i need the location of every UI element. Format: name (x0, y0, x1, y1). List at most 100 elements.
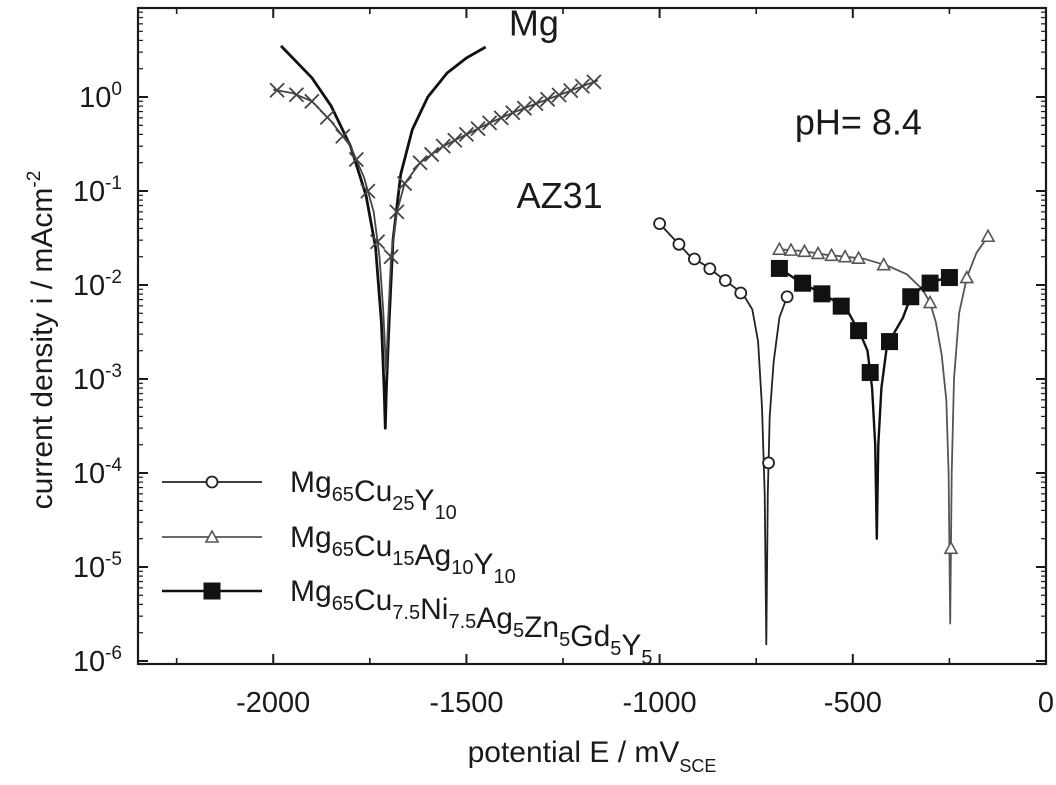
x-axis-title: potential E / mVSCE (468, 736, 717, 776)
data-point-az31 (493, 110, 509, 126)
x-marker-stroke (269, 82, 285, 98)
x-marker-stroke (493, 110, 509, 126)
legend-item-mg65cu25y10: Mg65Cu25Y10 (162, 466, 457, 524)
data-point-mg65cu15ag10y10 (797, 243, 812, 258)
x-marker-stroke (551, 87, 567, 103)
data-point-mg65cu25y10 (734, 286, 748, 300)
x-marker-stroke (505, 105, 521, 121)
y-tick-label: 10-1 (73, 173, 122, 208)
data-point-mg65cu15ag10y10 (959, 269, 975, 284)
annotation-ph: pH= 8.4 (795, 101, 922, 142)
data-point-az31 (539, 91, 556, 107)
x-marker-stroke (348, 151, 364, 168)
series-line-mg65cu15ag10y10 (779, 235, 989, 625)
data-point-az31 (481, 115, 498, 131)
data-point-az31 (563, 83, 579, 99)
x-axis: -2000 -1500 -1000 -500 0 (175, 8, 1054, 719)
annotation-mg: Mg (509, 3, 559, 44)
data-point-az31 (424, 146, 440, 163)
x-marker-stroke (369, 234, 386, 250)
x-marker-stroke (288, 87, 305, 103)
x-marker-stroke (304, 93, 320, 109)
series-mg65cu25y10 (653, 217, 794, 646)
data-point-az31 (288, 87, 305, 103)
x-marker-stroke (383, 249, 399, 265)
data-point-mg65cu15ag10y10 (837, 249, 853, 263)
x-marker-stroke (586, 74, 602, 90)
data-point-mg65cu15ag10y10 (810, 245, 826, 260)
data-point-mg65cu15ag10y10 (824, 247, 839, 262)
x-marker-stroke (528, 95, 544, 112)
x-marker-stroke (319, 109, 335, 126)
series-mg65cu15ag10y10 (772, 228, 996, 625)
data-point-az31 (528, 95, 544, 112)
data-point-az31 (389, 204, 405, 220)
x-marker-stroke (563, 83, 579, 99)
y-tick-label: 10-3 (73, 361, 122, 396)
x-marker-stroke (424, 146, 440, 163)
data-point-mg65cu75ni75ag5zn5gd5y5 (940, 269, 958, 287)
data-point-mg65cu25y10 (703, 262, 717, 276)
plot-border (136, 6, 1048, 666)
data-point-az31 (396, 175, 413, 192)
data-point-az31 (412, 155, 428, 171)
y-tick-label: 10-2 (73, 267, 122, 302)
x-tick-label: -2000 (236, 687, 310, 719)
x-marker-stroke (458, 126, 475, 143)
data-point-az31 (369, 234, 386, 250)
x-marker-stroke (435, 138, 451, 154)
data-point-mg65cu25y10 (672, 237, 686, 251)
data-point-mg65cu75ni75ag5zn5gd5y5 (921, 274, 939, 292)
data-point-mg65cu25y10 (780, 290, 794, 304)
data-point-mg65cu15ag10y10 (943, 540, 959, 555)
x-marker-stroke (396, 175, 413, 192)
series-layer (269, 44, 996, 646)
series-az31 (269, 74, 602, 373)
y-tick-label: 100 (79, 79, 122, 114)
data-point-az31 (360, 183, 376, 199)
x-tick-label: -500 (824, 687, 882, 719)
legend-item-mg65cu75ni75ag5zn5gd5y5: Mg65Cu7.5Ni7.5Ag5Zn5Gd5Y5 (162, 575, 653, 669)
data-point-mg65cu75ni75ag5zn5gd5y5 (902, 288, 920, 306)
data-point-az31 (447, 132, 463, 148)
x-tick-label: 0 (1038, 687, 1054, 719)
data-point-mg65cu15ag10y10 (772, 241, 787, 256)
x-marker-stroke (481, 115, 498, 131)
legend-item-mg65cu15ag10y10: Mg65Cu15Ag10Y10 (162, 521, 516, 588)
x-tick-label: -1500 (429, 687, 503, 719)
x-marker-stroke (516, 100, 533, 116)
x-marker-stroke (389, 204, 405, 220)
axis-titles: potential E / mVSCE current density i / m… (24, 171, 716, 776)
x-marker-stroke (447, 132, 463, 148)
y-tick-label: 10-5 (73, 549, 122, 584)
data-point-mg65cu15ag10y10 (980, 228, 996, 243)
data-point-mg65cu75ni75ag5zn5gd5y5 (813, 285, 831, 303)
data-point-mg65cu75ni75ag5zn5gd5y5 (794, 274, 812, 292)
data-point-mg65cu25y10 (762, 456, 775, 470)
data-point-az31 (383, 249, 399, 265)
series-line-mg65cu25y10 (658, 222, 788, 646)
data-point-mg65cu25y10 (653, 217, 667, 230)
data-point-az31 (348, 151, 364, 168)
series-line-mg65cu75ni75ag5zn5gd5y5 (778, 267, 950, 540)
data-point-az31 (574, 78, 590, 94)
data-point-az31 (551, 87, 567, 103)
data-point-mg65cu75ni75ag5zn5gd5y5 (861, 364, 879, 382)
x-marker-stroke (412, 155, 428, 171)
data-point-mg65cu25y10 (718, 274, 732, 287)
legend-label: Mg65Cu7.5Ni7.5Ag5Zn5Gd5Y5 (290, 575, 653, 669)
data-point-mg65cu15ag10y10 (851, 250, 866, 264)
data-point-mg65cu15ag10y10 (876, 256, 892, 271)
legend-label: Mg65Cu25Y10 (290, 466, 457, 524)
data-point-mg65cu15ag10y10 (783, 242, 799, 256)
annotation-layer: Mg AZ31 pH= 8.4 (509, 3, 922, 216)
data-point-az31 (435, 138, 451, 154)
legend-marker (205, 475, 219, 489)
data-point-az31 (319, 109, 335, 126)
x-marker-stroke (574, 78, 590, 94)
legend: Mg65Cu25Y10Mg65Cu15Ag10Y10Mg65Cu7.5Ni7.5… (162, 466, 653, 669)
data-point-mg65cu25y10 (687, 252, 701, 266)
legend-label: Mg65Cu15Ag10Y10 (290, 521, 516, 588)
data-point-az31 (586, 74, 602, 90)
